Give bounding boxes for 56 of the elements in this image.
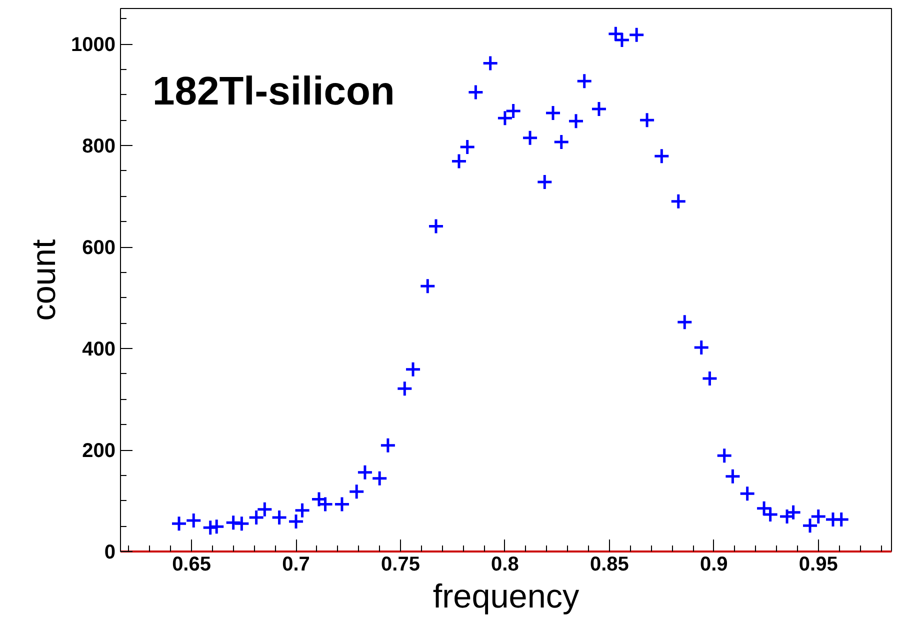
y-tick-label: 0: [104, 542, 116, 564]
y-tick-label: 1000: [71, 34, 116, 56]
point: [724, 468, 741, 485]
point: [482, 55, 499, 72]
point: [701, 370, 718, 387]
point: [419, 278, 436, 294]
point: [467, 84, 484, 100]
x-tick-label: 0.65: [172, 554, 212, 576]
point: [756, 500, 772, 517]
point: [568, 112, 584, 130]
x-tick-label: 0.9: [700, 554, 728, 576]
point: [334, 496, 350, 513]
point: [607, 26, 624, 42]
x-tick-label: 0.95: [798, 554, 838, 576]
point: [716, 447, 733, 464]
point: [404, 361, 422, 378]
point: [576, 72, 593, 90]
y-axis-title: count: [26, 238, 64, 321]
x-axis-title: frequency: [432, 578, 580, 616]
point: [380, 437, 396, 454]
point: [348, 483, 365, 500]
y-tick-label: 400: [82, 338, 116, 361]
point: [590, 100, 608, 118]
point: [693, 339, 710, 356]
y-tick-label: 600: [82, 237, 116, 260]
point: [233, 515, 250, 532]
point: [553, 134, 570, 150]
point: [628, 26, 645, 44]
point: [544, 104, 562, 122]
point: [536, 174, 553, 190]
point: [833, 511, 850, 528]
point: [356, 464, 374, 481]
point: [638, 112, 656, 128]
annotation: 182Tl-silicon: [152, 70, 395, 114]
point: [428, 218, 444, 234]
point: [676, 314, 693, 330]
point: [522, 130, 538, 146]
point: [396, 380, 413, 397]
x-tick-label: 0.7: [282, 554, 310, 576]
point: [271, 509, 288, 526]
point: [170, 515, 188, 532]
x-tick-label: 0.85: [590, 554, 629, 576]
point: [614, 32, 630, 48]
point: [371, 470, 388, 487]
point: [450, 153, 468, 170]
point: [762, 506, 779, 523]
y-tick-label: 800: [82, 136, 116, 158]
y-tick-label: 200: [82, 440, 116, 462]
point: [653, 148, 670, 164]
point: [185, 512, 202, 529]
point: [225, 514, 242, 531]
point: [670, 193, 687, 210]
x-tick-label: 0.75: [381, 554, 420, 576]
x-tick-label: 0.8: [491, 554, 519, 576]
point: [459, 138, 476, 156]
point: [739, 485, 756, 502]
